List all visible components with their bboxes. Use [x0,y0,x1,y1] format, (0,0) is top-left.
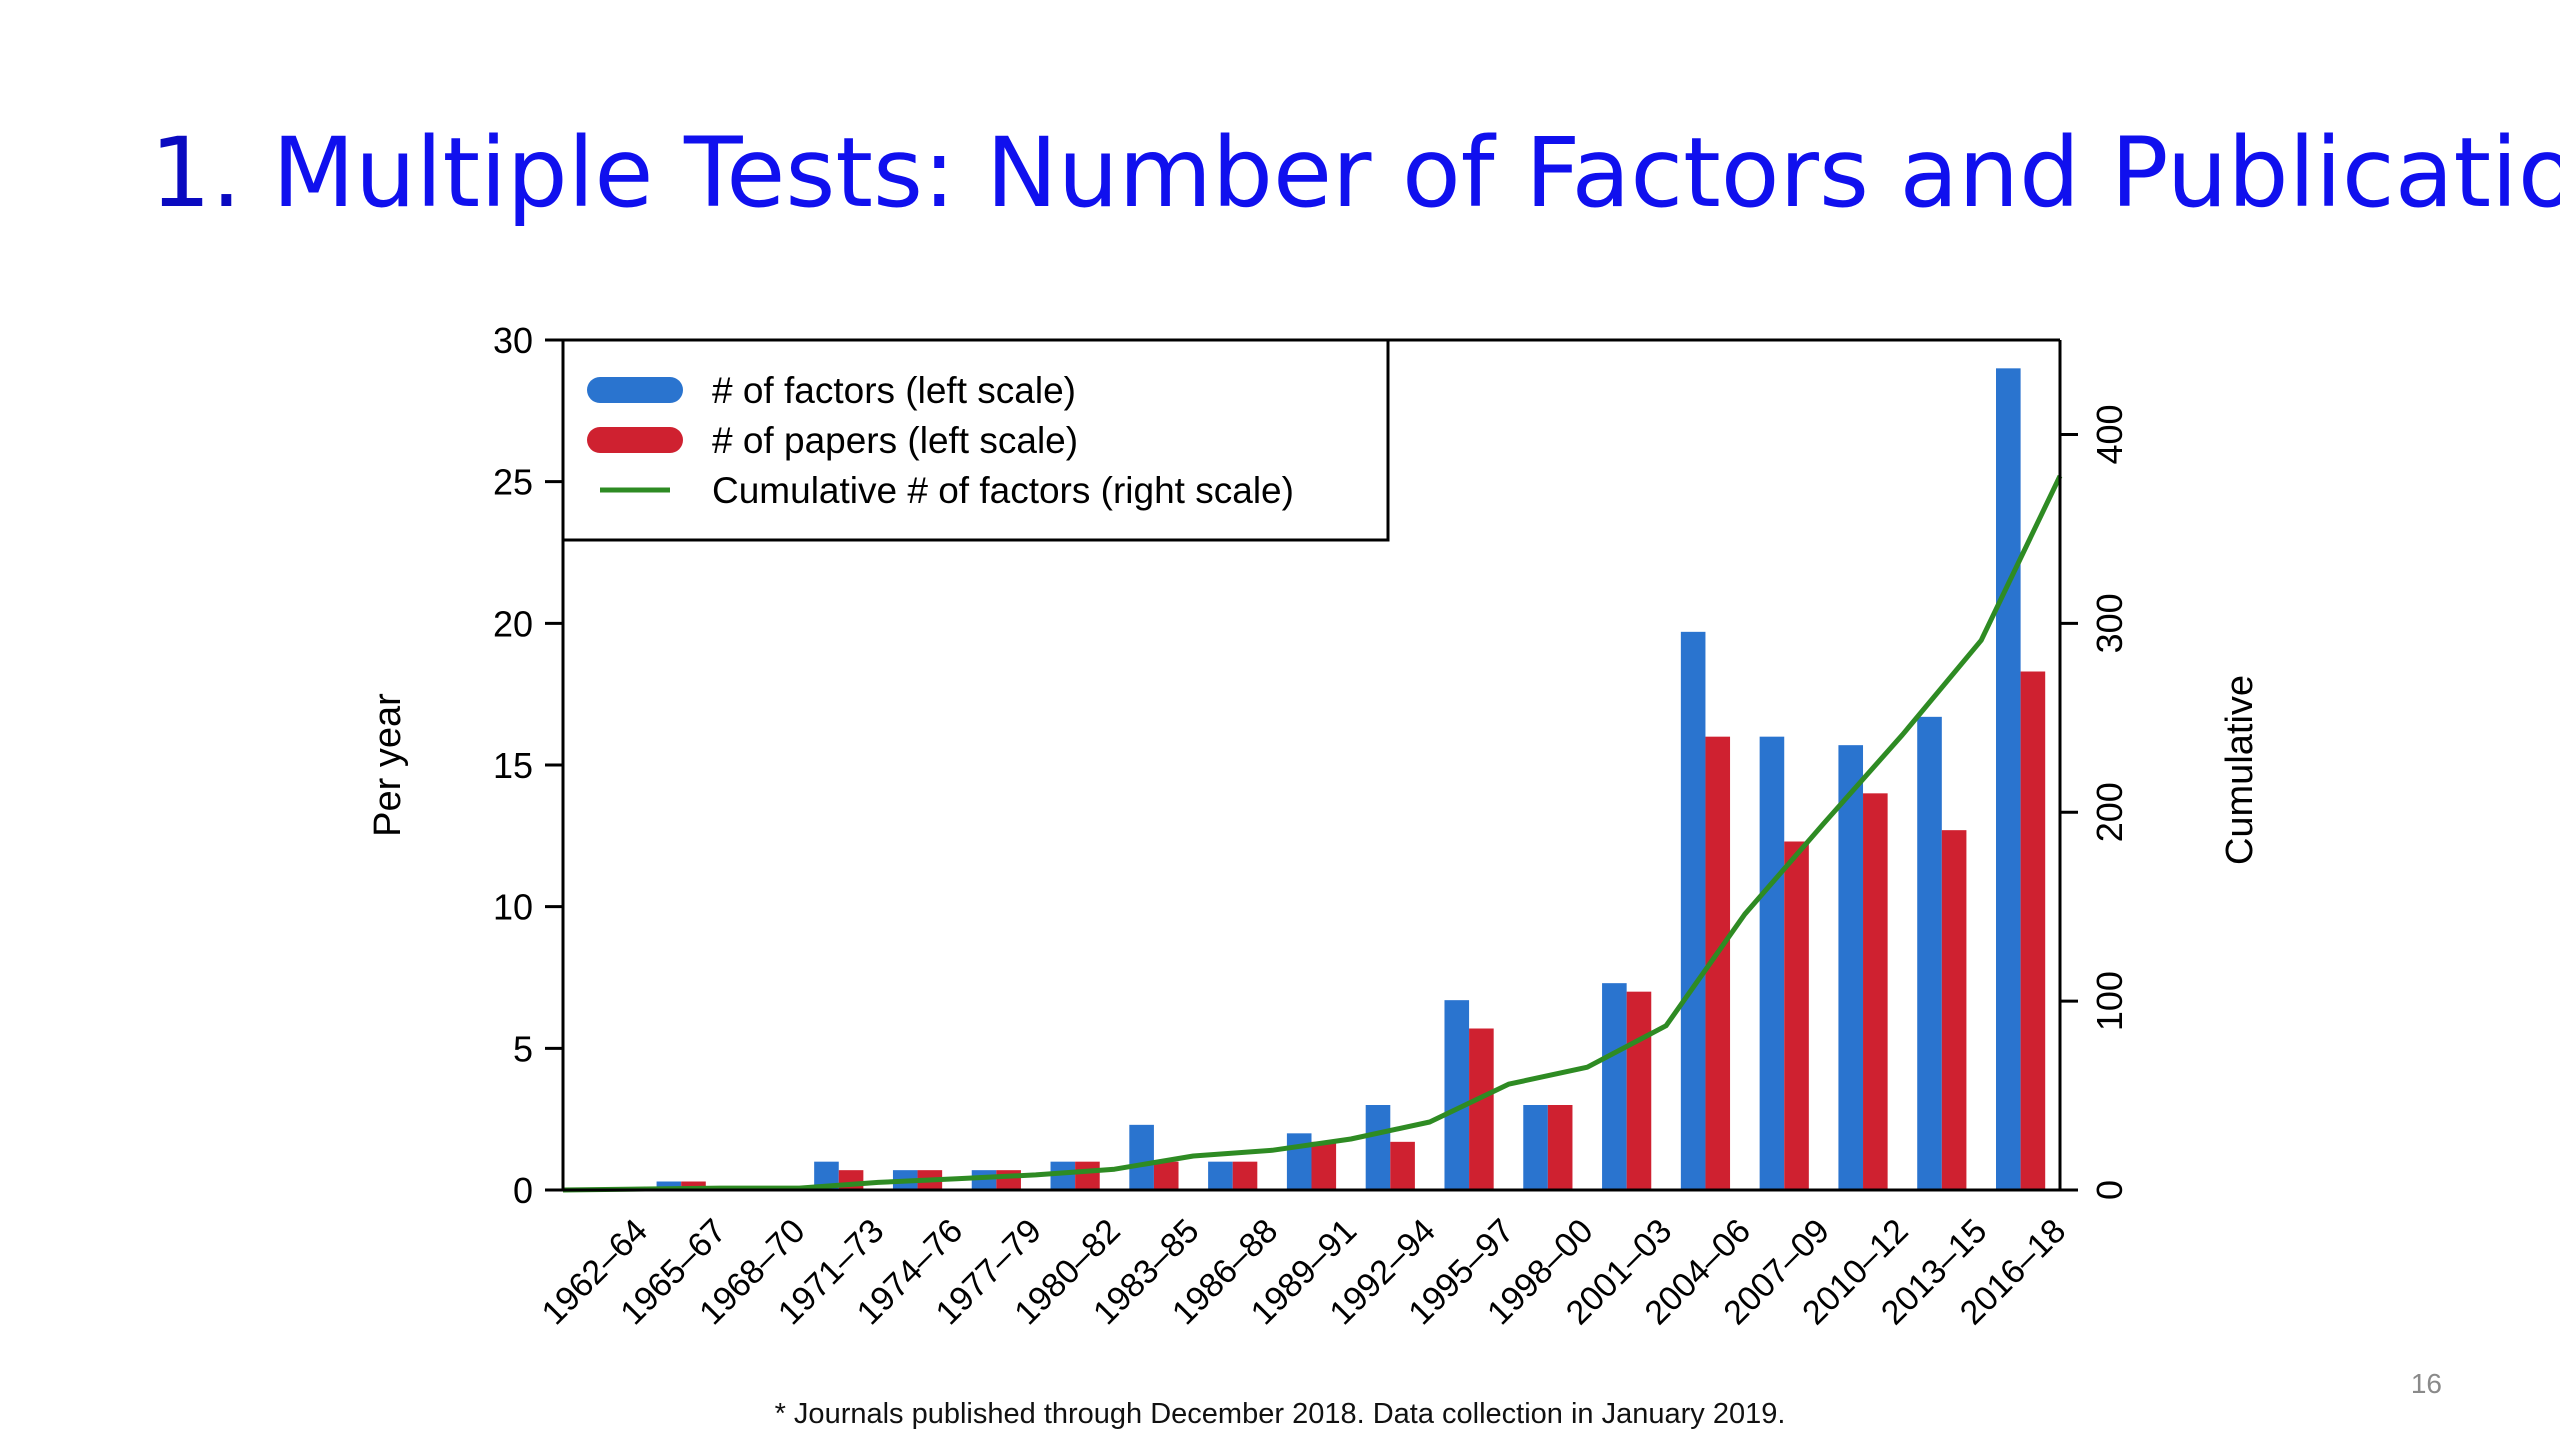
left-tick-label: 10 [493,887,533,928]
bar-papers [1390,1141,1415,1190]
bar-papers [996,1170,1021,1190]
bar-factors [1996,368,2021,1190]
bar-papers [1941,830,1967,1190]
right-tick-label: 400 [2089,404,2130,464]
right-tick-label: 100 [2089,971,2130,1031]
bar-papers [2020,671,2046,1190]
bar-papers [1153,1161,1179,1190]
bar-papers [1547,1105,1573,1190]
legend-box [561,338,1390,542]
slide-title: 1. Multiple Tests: Number of Factors and… [150,118,2560,228]
left-tick-label: 25 [493,462,533,503]
slide-title-number: 1. [150,117,242,229]
left-tick-label: 30 [493,320,533,361]
bar-papers [1311,1141,1337,1190]
bars-layer [656,368,2046,1190]
y-axis-title: Per year [367,693,409,837]
legend-factors-label: # of factors (left scale) [712,370,1076,411]
bar-factors [1680,631,1706,1190]
bar-factors [1129,1124,1154,1190]
page-number: 16 [2410,1368,2442,1399]
cumulative-line-layer [562,474,2063,1193]
bar-papers [1863,793,1888,1190]
left-tick-label: 0 [513,1170,533,1211]
bar-factors [1286,1133,1312,1190]
right-tick-label: 0 [2089,1180,2130,1200]
bar-papers [681,1181,706,1190]
legend-cumulative-label: Cumulative # of factors (right scale) [712,470,1294,511]
right-tick-label: 300 [2089,593,2130,653]
bar-factors [1917,716,1942,1190]
footnote: * Journals published through December 20… [774,1398,1786,1430]
bar-factors [1759,736,1785,1190]
bar-factors [656,1181,682,1190]
bar-papers [1232,1161,1258,1190]
bar-factors [1523,1105,1548,1190]
legend: # of factors (left scale) # of papers (le… [561,338,1390,542]
legend-papers-label: # of papers (left scale) [712,420,1078,461]
bar-factors [1838,745,1864,1190]
bar-factors [1444,1000,1470,1190]
bar-papers [1784,841,1809,1190]
bar-papers [1626,991,1652,1190]
left-tick-label: 20 [493,603,533,644]
bar-factors [1365,1105,1391,1190]
left-tick-label: 5 [513,1028,533,1069]
cumulative-line [562,474,2063,1193]
bar-papers [1075,1161,1100,1190]
bar-factors [1208,1161,1233,1190]
right-tick-label: 200 [2089,782,2130,842]
left-tick-label: 15 [493,745,533,786]
bar-papers [1469,1028,1494,1190]
slide-title-text: Multiple Tests: Number of Factors and Pu… [241,117,2560,229]
bar-factors [1602,983,1627,1190]
y2-axis-title: Cumulative [2219,675,2261,865]
